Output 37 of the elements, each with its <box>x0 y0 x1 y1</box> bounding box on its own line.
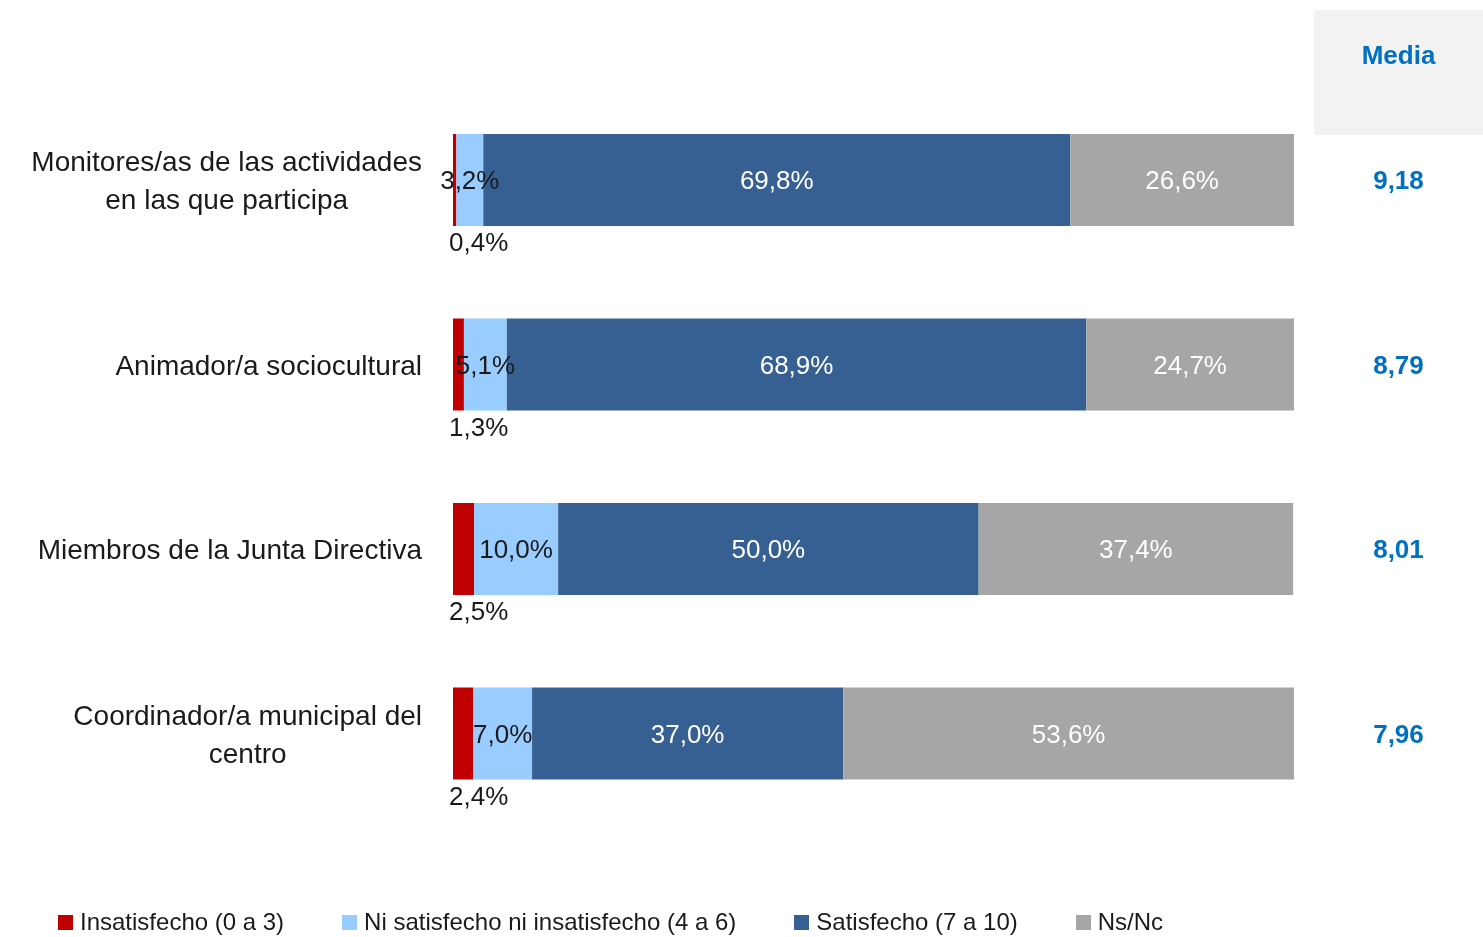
legend-label: Satisfecho (7 a 10) <box>816 908 1018 936</box>
data-label: 10,0% <box>479 534 553 564</box>
data-label: 26,6% <box>1145 165 1220 195</box>
bar <box>1086 318 1294 411</box>
bar <box>532 687 844 780</box>
data-label: 1,3% <box>449 411 509 442</box>
y-tick-label: Animador/a sociocultural <box>115 349 422 381</box>
y-tick-label: Miembros de la Junta Directiva <box>37 533 423 565</box>
data-label: 24,7% <box>1153 349 1227 380</box>
legend-label: Ns/Nc <box>1097 908 1164 936</box>
data-label: 68,9% <box>759 349 834 380</box>
legend-label: Ni satisfecho ni insatisfecho (4 a 6) <box>364 908 737 936</box>
legend-label: Insatisfecho (0 a 3) <box>80 908 285 936</box>
y-tick-label: Coordinador/a municipal del centro <box>73 699 422 769</box>
text: 8,79 <box>1373 349 1424 380</box>
y-tick-label: Monitores/as de las actividades en las que participa <box>31 145 422 215</box>
data-label: 37,4% <box>1099 534 1173 564</box>
bar <box>453 687 474 780</box>
bar <box>978 503 1294 595</box>
data-label: 69,8% <box>739 165 814 195</box>
data-label: 53,6% <box>1031 718 1106 749</box>
data-label: 37,0% <box>650 718 725 749</box>
data-label: 0,4% <box>449 227 509 257</box>
data-label: 50,0% <box>731 534 806 564</box>
bar <box>453 503 475 595</box>
bar <box>474 503 559 595</box>
header-cell: Media <box>1314 10 1483 135</box>
text: 7,96 <box>1373 718 1424 749</box>
bar <box>1070 134 1294 226</box>
bar <box>473 687 533 780</box>
data-label: 7,0% <box>472 718 533 749</box>
bar <box>558 503 979 595</box>
bar <box>843 687 1294 780</box>
data-label: 2,5% <box>449 596 509 626</box>
text: 8,01 <box>1373 534 1424 565</box>
text: 9,18 <box>1373 165 1424 196</box>
data-label: 2,4% <box>449 780 509 811</box>
